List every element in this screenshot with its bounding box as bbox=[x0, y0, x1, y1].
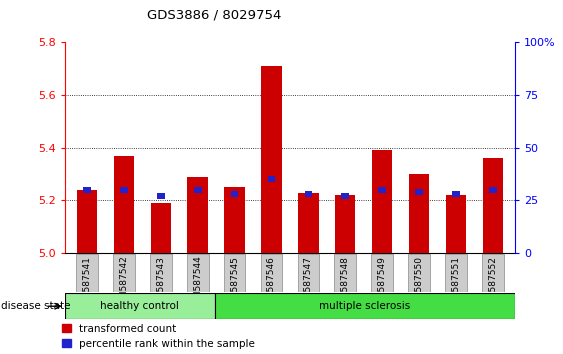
Text: GSM587550: GSM587550 bbox=[415, 256, 424, 311]
Bar bbox=[150, 203, 171, 253]
Bar bbox=[150, 254, 172, 292]
Bar bbox=[231, 191, 238, 197]
Bar bbox=[77, 190, 97, 253]
Text: multiple sclerosis: multiple sclerosis bbox=[319, 301, 410, 311]
Bar bbox=[378, 187, 386, 193]
Bar bbox=[482, 254, 504, 292]
Text: GDS3886 / 8029754: GDS3886 / 8029754 bbox=[147, 9, 281, 22]
Bar bbox=[408, 254, 430, 292]
Bar bbox=[224, 254, 245, 292]
Text: GSM587549: GSM587549 bbox=[378, 256, 387, 310]
Bar bbox=[267, 177, 275, 182]
Text: GSM587543: GSM587543 bbox=[156, 256, 165, 310]
Bar bbox=[334, 254, 356, 292]
Bar bbox=[225, 187, 245, 253]
Legend: transformed count, percentile rank within the sample: transformed count, percentile rank withi… bbox=[61, 324, 255, 349]
Bar bbox=[187, 254, 208, 292]
Bar bbox=[297, 254, 319, 292]
Bar bbox=[120, 187, 128, 193]
Bar bbox=[342, 193, 349, 199]
Bar bbox=[452, 191, 460, 197]
Text: GSM587544: GSM587544 bbox=[193, 256, 202, 310]
Bar bbox=[76, 254, 98, 292]
Bar bbox=[415, 189, 423, 195]
Text: GSM587542: GSM587542 bbox=[119, 256, 128, 310]
Bar bbox=[187, 177, 208, 253]
Text: GSM587541: GSM587541 bbox=[82, 256, 91, 310]
Bar bbox=[83, 187, 91, 193]
Text: GSM587545: GSM587545 bbox=[230, 256, 239, 310]
Text: GSM587551: GSM587551 bbox=[452, 256, 461, 311]
Bar bbox=[446, 195, 466, 253]
Text: GSM587552: GSM587552 bbox=[489, 256, 498, 310]
Bar bbox=[157, 193, 164, 199]
Bar bbox=[335, 195, 355, 253]
Text: disease state: disease state bbox=[1, 301, 70, 311]
Bar bbox=[305, 191, 312, 197]
Bar bbox=[372, 254, 393, 292]
Bar bbox=[215, 293, 515, 319]
Text: GSM587548: GSM587548 bbox=[341, 256, 350, 310]
Text: healthy control: healthy control bbox=[100, 301, 179, 311]
Bar bbox=[261, 254, 283, 292]
Bar bbox=[113, 254, 135, 292]
Bar bbox=[372, 150, 392, 253]
Text: GSM587547: GSM587547 bbox=[304, 256, 313, 310]
Bar bbox=[483, 158, 503, 253]
Bar bbox=[261, 66, 282, 253]
Bar bbox=[489, 187, 497, 193]
Bar bbox=[409, 174, 430, 253]
Bar bbox=[298, 193, 319, 253]
Text: GSM587546: GSM587546 bbox=[267, 256, 276, 310]
Bar bbox=[194, 187, 202, 193]
Bar bbox=[65, 293, 215, 319]
Bar bbox=[445, 254, 467, 292]
Bar bbox=[114, 156, 134, 253]
